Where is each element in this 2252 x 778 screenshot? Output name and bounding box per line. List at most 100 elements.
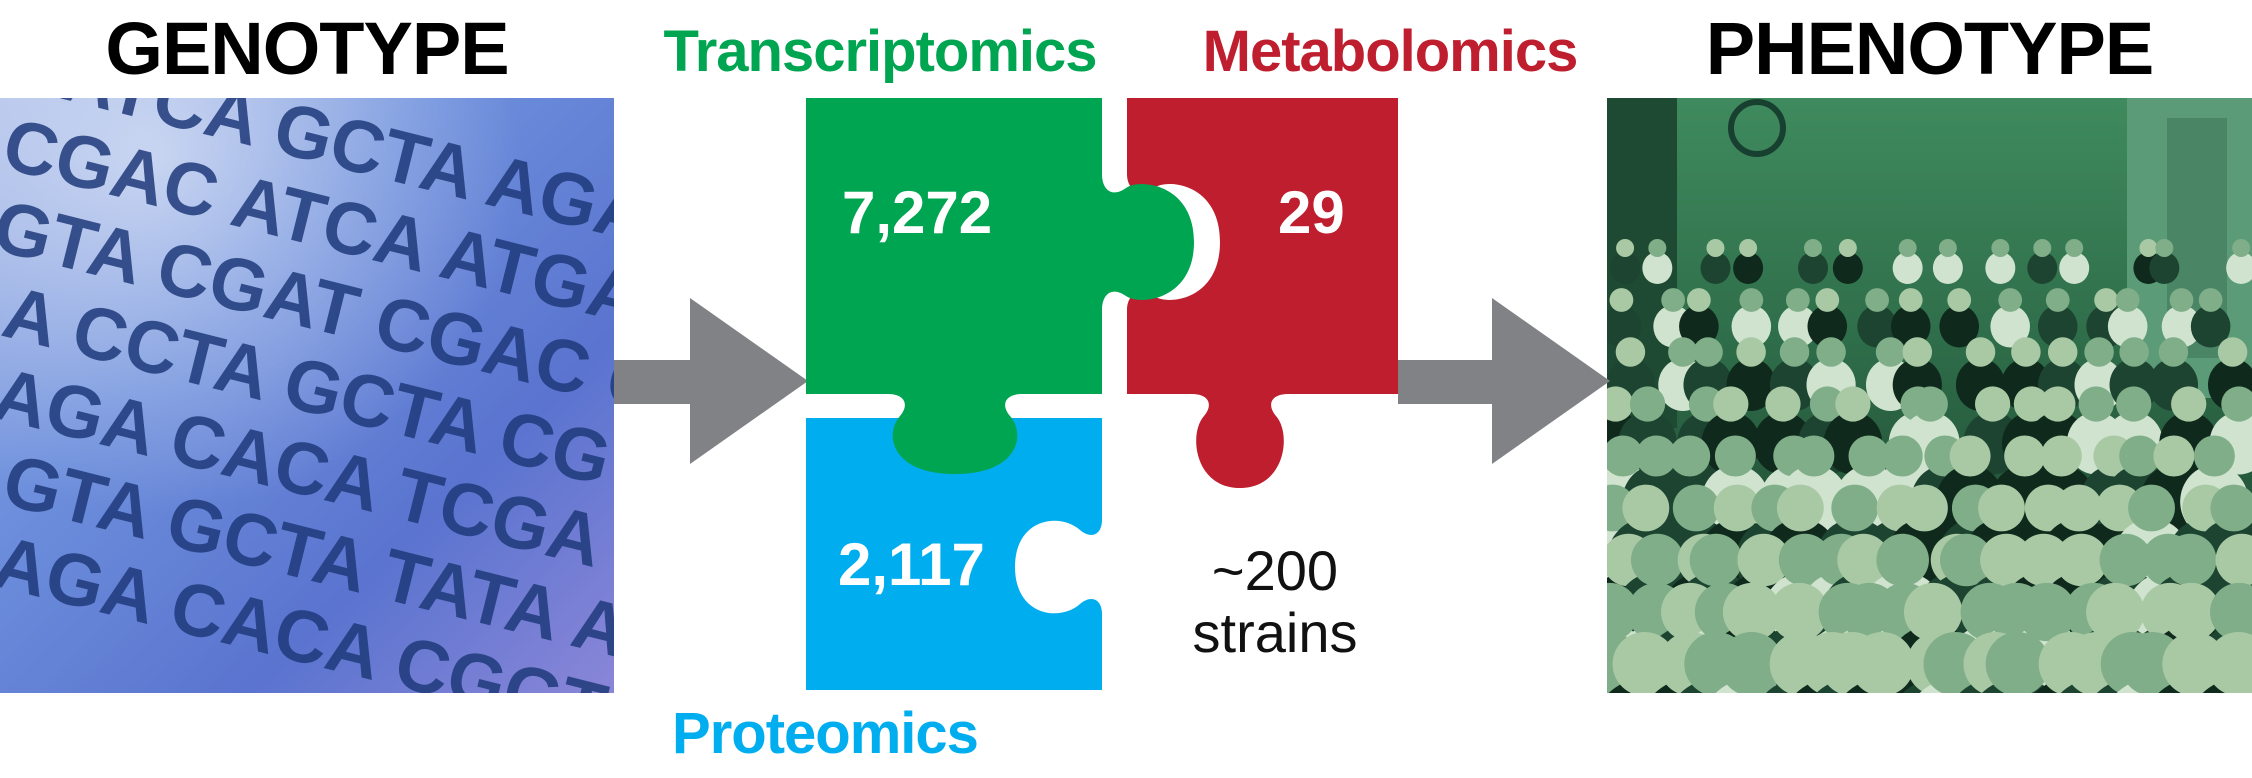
person-body [1798,252,1829,284]
person-head [1974,386,2011,422]
person-head [1901,484,1948,532]
person-body [1679,305,1719,348]
phenotype-title: PHENOTYPE [1705,7,2154,90]
person-body [1778,305,1818,348]
person-body [2149,252,2180,284]
person-body [1807,305,1848,348]
person-body [2107,305,2148,348]
person-head [2040,435,2082,477]
person-body [1731,305,1772,348]
person-head [2153,435,2195,477]
person-head [2163,533,2217,587]
person-head [1809,386,1846,422]
person-head [1804,239,1823,257]
person-head [1612,631,1677,693]
person-head [1713,484,1761,532]
proteomics-label: Proteomics [672,701,979,766]
person-head [1648,239,1667,257]
person-head [1831,484,1879,532]
genotype-title: GENOTYPE [105,7,509,90]
dna-sequence-image: C ATCA GCTA AGA CACA TGCTCGAC ATCA ATGA … [0,98,614,693]
person-head [1629,386,1666,422]
person-head [2119,435,2161,477]
person-body [1700,252,1731,284]
person-head [1898,239,1917,257]
person-head [1770,582,1829,642]
person-head [2004,435,2046,477]
person-head [2047,337,2078,367]
person-head [1881,435,1923,477]
person-body [1932,252,1963,284]
person-body [1733,252,1764,284]
proteomics-count: 2,117 [838,531,985,598]
person-head [1940,533,1993,587]
person-head [2128,484,2175,532]
person-head [1714,435,1756,477]
person-head [2017,533,2070,587]
person-body [1832,252,1863,284]
person-head [1978,484,2025,532]
person-head [2116,386,2152,422]
person-head [2084,337,2114,367]
person-head [1609,288,1634,312]
person-body [1610,252,1641,284]
person-head [1622,484,1670,532]
person-head [1607,582,1639,642]
person-head [1739,239,1758,257]
person-body [1939,305,1980,348]
person-head [1898,288,1923,312]
person-head [1815,288,1840,312]
person-head [1719,631,1784,693]
metabolomics-label: Metabolomics [1202,19,1579,84]
person-head [2086,582,2145,642]
person-head [1607,435,1644,477]
person-head [2210,484,2252,532]
person-head [2017,582,2077,642]
person-head [1876,533,1929,587]
person-body [1985,252,2016,284]
person-body [1890,305,1931,348]
proteomics-puzzle-piece [806,342,1102,690]
person-body [1990,305,2030,348]
person-head [2139,239,2158,257]
person-head [2078,386,2114,422]
person-head [1835,386,1871,422]
person-head [1765,386,1801,422]
person-head [1991,239,2010,257]
person-head [1736,337,1766,367]
person-body [2037,305,2078,348]
crowd-image [1607,98,2252,693]
transcriptomics-label: Transcriptomics [663,19,1097,84]
person-head [2158,337,2189,367]
person-body [2027,252,2058,284]
person-body [1642,252,1673,284]
person-head [2045,288,2070,312]
person-head [1793,435,1835,477]
person-head [2033,239,2052,257]
person-head [2155,239,2174,257]
person-head [2094,288,2118,312]
person-head [1616,239,1635,257]
person-body [2059,252,2090,284]
person-head [1778,533,1832,587]
person-head [1669,435,1711,477]
person-head [2099,533,2153,587]
person-head [1615,337,1646,367]
person-head [1779,337,1810,367]
person-head [1912,386,1948,422]
person-head [2221,386,2252,422]
person-head [1737,533,1790,587]
person-head [1686,288,1711,312]
person-head [1689,533,1743,587]
person-body [1607,305,1642,348]
person-head [1949,435,1991,477]
person-head [1607,386,1634,422]
metabolomics-count: 29 [1278,179,1345,246]
transcriptomics-count: 7,272 [842,179,993,246]
person-head [1837,533,1890,587]
person-head [2055,533,2108,587]
person-head [2171,386,2207,422]
person-head [1722,582,1782,642]
person-head [1865,288,1889,312]
strains-count: ~200 [1211,539,1339,602]
